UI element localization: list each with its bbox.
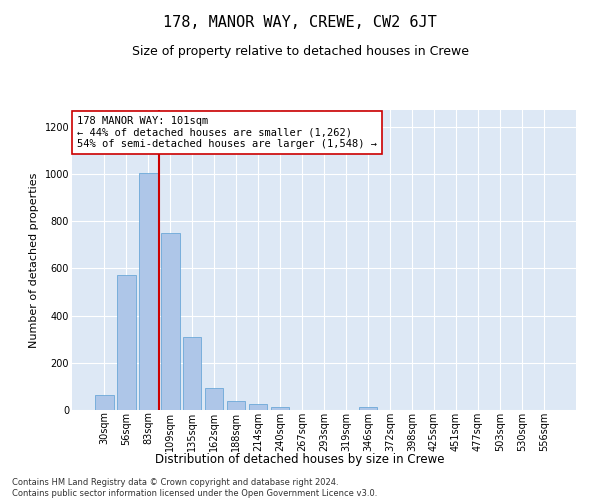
Y-axis label: Number of detached properties: Number of detached properties bbox=[29, 172, 39, 348]
Bar bbox=[95, 396, 113, 410]
Bar bbox=[227, 401, 245, 410]
Bar bbox=[359, 406, 377, 410]
Bar bbox=[205, 388, 223, 410]
Bar bbox=[271, 406, 289, 410]
Text: Contains HM Land Registry data © Crown copyright and database right 2024.
Contai: Contains HM Land Registry data © Crown c… bbox=[12, 478, 377, 498]
Bar bbox=[117, 276, 136, 410]
Bar bbox=[249, 404, 268, 410]
Text: 178 MANOR WAY: 101sqm
← 44% of detached houses are smaller (1,262)
54% of semi-d: 178 MANOR WAY: 101sqm ← 44% of detached … bbox=[77, 116, 377, 149]
Bar bbox=[139, 172, 158, 410]
Text: Size of property relative to detached houses in Crewe: Size of property relative to detached ho… bbox=[131, 45, 469, 58]
Text: 178, MANOR WAY, CREWE, CW2 6JT: 178, MANOR WAY, CREWE, CW2 6JT bbox=[163, 15, 437, 30]
Bar bbox=[183, 337, 202, 410]
Bar bbox=[161, 233, 179, 410]
Text: Distribution of detached houses by size in Crewe: Distribution of detached houses by size … bbox=[155, 452, 445, 466]
